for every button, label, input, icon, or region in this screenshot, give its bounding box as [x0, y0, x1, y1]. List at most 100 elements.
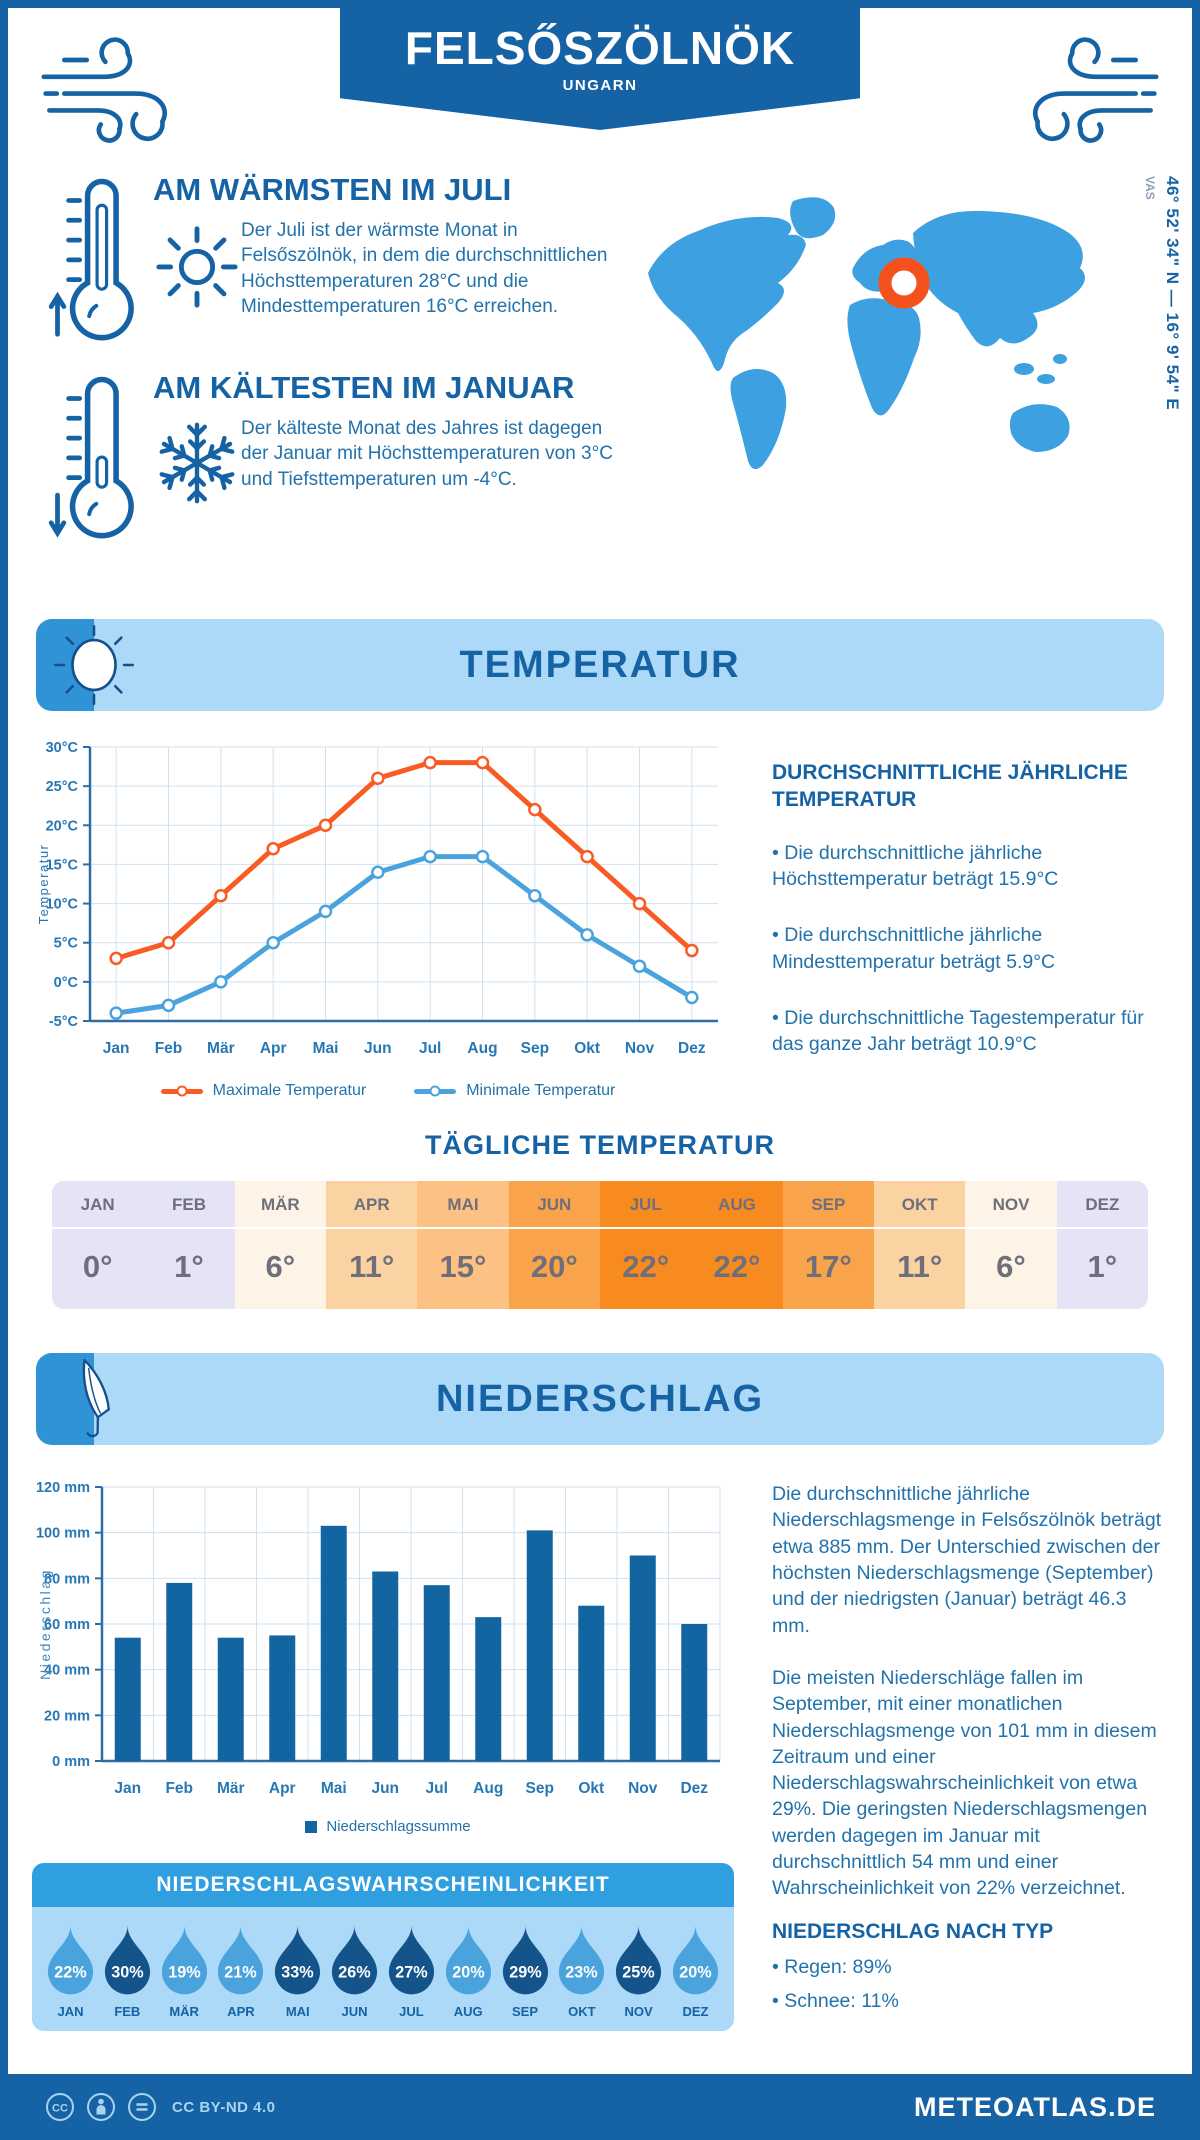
- world-map: [648, 197, 1086, 470]
- precipitation-legend: Niederschlagssumme: [32, 1818, 744, 1835]
- warmest-month-block: AM WÄRMSTEN IM JULI: [48, 172, 628, 346]
- coordinates-block: 46° 52' 34" N — 16° 9' 54" E VAS: [1143, 176, 1182, 494]
- drop-month-label: JUL: [399, 2004, 424, 2019]
- probability-drop-item: 22% JAN: [44, 1923, 97, 2019]
- coordinates-text: 46° 52' 34" N — 16° 9' 54" E: [1163, 176, 1182, 411]
- raindrop-icon: 27%: [388, 1925, 434, 1995]
- cc-icon: CC: [46, 2093, 74, 2121]
- probability-drop-item: 25% NOV: [612, 1923, 665, 2019]
- temperature-banner-title: TEMPERATUR: [459, 644, 741, 686]
- svg-text:Mär: Mär: [207, 1040, 235, 1057]
- svg-text:Sep: Sep: [521, 1040, 549, 1057]
- svg-text:Okt: Okt: [574, 1040, 600, 1057]
- svg-text:Dez: Dez: [678, 1040, 706, 1057]
- svg-text:20%: 20%: [452, 1964, 484, 1982]
- temperature-legend: Maximale Temperatur Minimale Temperatur: [32, 1082, 744, 1100]
- svg-text:Jun: Jun: [364, 1040, 392, 1057]
- svg-text:60 mm: 60 mm: [44, 1617, 90, 1633]
- svg-text:0°C: 0°C: [54, 975, 79, 991]
- stats-title: DURCHSCHNITTLICHE JÄHRLICHE TEMPERATUR: [772, 761, 1128, 812]
- svg-text:120 mm: 120 mm: [36, 1480, 90, 1496]
- raindrop-icon: 29%: [502, 1925, 548, 1995]
- daily-value-cell: 1°: [143, 1229, 235, 1309]
- location-marker: [878, 257, 930, 309]
- svg-text:Nov: Nov: [625, 1040, 655, 1057]
- svg-text:20%: 20%: [679, 1964, 711, 1982]
- svg-text:Jun: Jun: [371, 1780, 399, 1797]
- svg-text:25°C: 25°C: [46, 779, 79, 795]
- drop-month-label: FEB: [114, 2004, 141, 2019]
- coldest-month-title: AM KÄLTESTEN IM JANUAR: [153, 370, 575, 406]
- probability-drop-item: 26% JUN: [328, 1923, 381, 2019]
- region-label: VAS: [1143, 176, 1157, 200]
- daily-value-cell: 0°: [52, 1229, 144, 1309]
- daily-month-cell: MAI: [417, 1181, 509, 1229]
- daily-value-cell: 11°: [874, 1229, 966, 1309]
- drop-month-label: JAN: [57, 2004, 84, 2019]
- daily-value-cell: 11°: [326, 1229, 418, 1309]
- legend-item-max: Maximale Temperatur: [160, 1082, 366, 1100]
- wind-icon: [41, 37, 167, 143]
- precipitation-banner-title: NIEDERSCHLAG: [435, 1378, 765, 1420]
- sun-icon: [156, 226, 238, 308]
- svg-text:10°C: 10°C: [46, 897, 79, 913]
- daily-month-cell: NOV: [965, 1181, 1057, 1229]
- daily-temperature-title: TÄGLICHE TEMPERATUR: [425, 1130, 775, 1160]
- drop-month-label: JUN: [341, 2004, 368, 2019]
- svg-text:40 mm: 40 mm: [44, 1663, 90, 1679]
- daily-value-cell: 17°: [782, 1229, 874, 1309]
- page-title: FELSŐSZÖLNÖK: [404, 22, 796, 74]
- precip-legend-label: Niederschlagssumme: [326, 1818, 471, 1835]
- license-label: CC BY-ND 4.0: [172, 2098, 276, 2116]
- map-area: 46° 52' 34" N — 16° 9' 54" E VAS: [628, 172, 1182, 597]
- precip-paragraph-2: Die meisten Niederschläge fallen im Sept…: [772, 1666, 1157, 1900]
- svg-text:33%: 33%: [282, 1964, 314, 1982]
- probability-drop-item: 23% OKT: [555, 1923, 608, 2019]
- svg-text:20 mm: 20 mm: [44, 1708, 90, 1724]
- snowflake-icon: [153, 422, 241, 508]
- svg-text:Mär: Mär: [217, 1780, 245, 1797]
- wind-icon: [1033, 37, 1159, 143]
- daily-month-cell: OKT: [874, 1181, 966, 1229]
- sun-banner-icon: [54, 625, 134, 705]
- raindrop-icon: 21%: [218, 1925, 264, 1995]
- legend-item-min: Minimale Temperatur: [414, 1082, 615, 1100]
- coldest-month-text: Der kälteste Monat des Jahres ist dagege…: [241, 418, 613, 490]
- warmest-month-text: Der Juli ist der wärmste Monat in Felsős…: [241, 220, 608, 317]
- svg-text:25%: 25%: [622, 1964, 654, 1982]
- svg-text:Feb: Feb: [165, 1780, 193, 1797]
- svg-text:Sep: Sep: [526, 1780, 554, 1797]
- precipitation-content: 0 mm 20 mm 40 mm 60 mm 80 mm 100 mm 120 mm Jan F…: [32, 1471, 1168, 2031]
- bar-swatch: [305, 1820, 318, 1833]
- svg-text:Aug: Aug: [467, 1040, 497, 1057]
- svg-text:Aug: Aug: [473, 1780, 503, 1797]
- drop-month-label: MÄR: [169, 2004, 199, 2019]
- thermometer-down-icon: [48, 376, 134, 539]
- daily-month-cell: APR: [326, 1181, 418, 1229]
- svg-text:20°C: 20°C: [46, 818, 79, 834]
- precip-paragraph-1: Die durchschnittliche jährliche Niedersc…: [772, 1483, 1162, 1637]
- intro-section: AM WÄRMSTEN IM JULI: [8, 158, 1192, 597]
- svg-text:Mai: Mai: [313, 1040, 339, 1057]
- probability-drops: 22% JAN 30% FEB 19% MÄR 21% APR 33% MAI 26% JUN 27% J…: [32, 1907, 734, 2031]
- svg-text:22%: 22%: [54, 1964, 86, 1982]
- svg-text:15°C: 15°C: [46, 857, 79, 873]
- svg-text:5°C: 5°C: [54, 936, 79, 952]
- coldest-month-block: AM KÄLTESTEN IM JANUAR: [48, 370, 628, 544]
- svg-text:Jan: Jan: [114, 1780, 141, 1797]
- temperature-content: Jan Feb Mär Apr Mai Jun Jul Aug Sep Okt Nov Dez -5°C…: [32, 733, 1168, 1100]
- precipitation-bar-chart: 0 mm 20 mm 40 mm 60 mm 80 mm 100 mm 120 mm Jan F…: [32, 1471, 744, 1812]
- drop-month-label: NOV: [624, 2004, 653, 2019]
- precipitation-chart-area: 0 mm 20 mm 40 mm 60 mm 80 mm 100 mm 120 mm Jan F…: [32, 1471, 744, 2031]
- svg-text:27%: 27%: [395, 1964, 427, 1982]
- svg-text:29%: 29%: [509, 1964, 541, 1982]
- daily-month-cell: JUN: [508, 1181, 600, 1229]
- precipitation-bar-chart-svg: 0 mm 20 mm 40 mm 60 mm 80 mm 100 mm 120 mm Jan F…: [36, 1480, 721, 1797]
- series-max-temperature: [109, 755, 699, 966]
- daily-value-cell: 1°: [1056, 1229, 1148, 1309]
- temperature-banner: TEMPERATUR: [36, 619, 1164, 711]
- raindrop-icon: 33%: [275, 1925, 321, 1995]
- precipitation-banner: NIEDERSCHLAG: [36, 1353, 1164, 1445]
- svg-text:Mai: Mai: [321, 1780, 347, 1797]
- chart-grid: [90, 746, 718, 1022]
